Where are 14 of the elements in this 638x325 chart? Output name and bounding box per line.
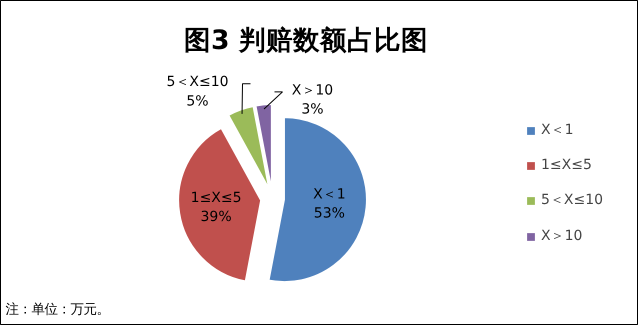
data-label: 5% bbox=[186, 93, 209, 110]
chart-title: 图3 判赔数额占比图 bbox=[184, 25, 428, 56]
legend-label: 5＜X≤10 bbox=[541, 191, 604, 209]
slice-label: X＞10 bbox=[292, 82, 334, 98]
data-label: 3% bbox=[301, 102, 324, 118]
text: 注：单位：万元。 bbox=[6, 302, 110, 318]
legend-label: X＜1 bbox=[541, 121, 574, 139]
slice-label: 1≤X≤5 bbox=[190, 190, 242, 206]
slice-label: X＜1 bbox=[313, 186, 346, 202]
data-label: 39% bbox=[200, 209, 232, 226]
legend-label: 1≤X≤5 bbox=[541, 157, 592, 173]
slice-label: 5＜X≤10 bbox=[166, 74, 229, 90]
data-label: 53% bbox=[314, 205, 345, 222]
legend-label: X＞10 bbox=[541, 227, 582, 245]
